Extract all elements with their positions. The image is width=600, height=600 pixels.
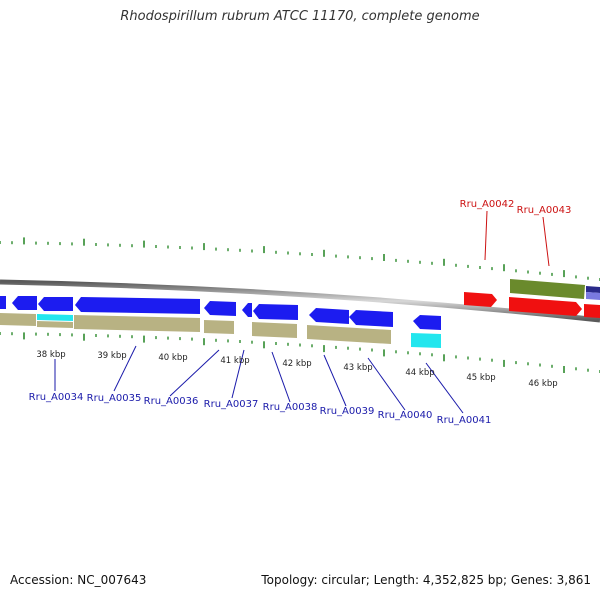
gene-feature-cyan	[37, 314, 73, 321]
gene-label[interactable]: Rru_A0043	[517, 205, 572, 216]
scale-labels: 38 kbp 39 kbp 40 kbp 41 kbp 42 kbp 43 kb…	[36, 350, 557, 389]
inner-tick-row	[0, 332, 600, 373]
gene-label[interactable]: Rru_A0037	[204, 399, 259, 410]
gene-feature-lightblue	[586, 292, 600, 300]
scale-label: 44 kbp	[405, 368, 434, 378]
gene-feature-red	[464, 292, 497, 307]
gene-feature-blue	[253, 304, 298, 320]
map-title: Rhodospirillum rubrum ATCC 11170, comple…	[120, 9, 480, 24]
gene-label[interactable]: Rru_A0034	[29, 392, 84, 403]
scale-label: 41 kbp	[220, 356, 249, 366]
gene-feature-blue	[242, 303, 252, 317]
gene-feature-blue	[309, 308, 349, 324]
gene-leader-lines-red	[484, 210, 550, 267]
gene-label[interactable]: Rru_A0035	[87, 393, 142, 404]
gene-feature-blue	[38, 297, 73, 311]
gene-feature-red	[584, 304, 600, 318]
scale-label: 45 kbp	[466, 373, 495, 383]
gene-label[interactable]: Rru_A0040	[378, 410, 433, 421]
genome-summary-text: Topology: circular; Length: 4,352,825 bp…	[261, 573, 591, 587]
outer-tick-row	[0, 237, 600, 281]
gene-feature-blue	[349, 310, 393, 327]
gene-feature-cyan	[411, 333, 441, 348]
gene-feature-blue	[204, 301, 236, 316]
gene-feature-tan	[307, 325, 391, 344]
scale-label: 43 kbp	[343, 363, 372, 373]
scale-label: 42 kbp	[282, 359, 311, 369]
gene-feature-blue	[0, 296, 6, 309]
gene-feature-blue	[413, 315, 441, 330]
gene-feature-tan	[0, 313, 36, 326]
gene-feature-tan	[204, 320, 234, 334]
gene-feature-darkblue	[586, 286, 600, 293]
gene-label[interactable]: Rru_A0038	[263, 402, 318, 413]
gene-label[interactable]: Rru_A0036	[144, 396, 199, 407]
inner-track-genes	[0, 297, 600, 348]
gene-feature-tan	[252, 322, 297, 338]
gene-label[interactable]: Rru_A0042	[460, 199, 515, 210]
gene-feature-tan	[74, 315, 200, 332]
gene-feature-blue	[12, 296, 37, 310]
genome-backbone	[0, 279, 600, 323]
gene-label[interactable]: Rru_A0041	[437, 415, 492, 426]
accession-text: Accession: NC_007643	[10, 573, 147, 587]
gene-feature-red	[509, 297, 582, 316]
gene-labels-red: Rru_A0042 Rru_A0043	[460, 199, 572, 216]
gene-feature-tan	[37, 321, 73, 328]
gene-labels-blue: Rru_A0034 Rru_A0035 Rru_A0036 Rru_A0037 …	[29, 392, 492, 426]
scale-label: 46 kbp	[528, 379, 557, 389]
scale-label: 39 kbp	[97, 351, 126, 361]
scale-label: 38 kbp	[36, 350, 65, 360]
gene-feature-blue	[75, 297, 200, 314]
gene-leader-lines	[54, 345, 464, 414]
scale-label: 40 kbp	[158, 353, 187, 363]
forward-strand-genes	[0, 279, 600, 330]
gene-label[interactable]: Rru_A0039	[320, 406, 375, 417]
gene-feature-olive	[510, 279, 585, 299]
